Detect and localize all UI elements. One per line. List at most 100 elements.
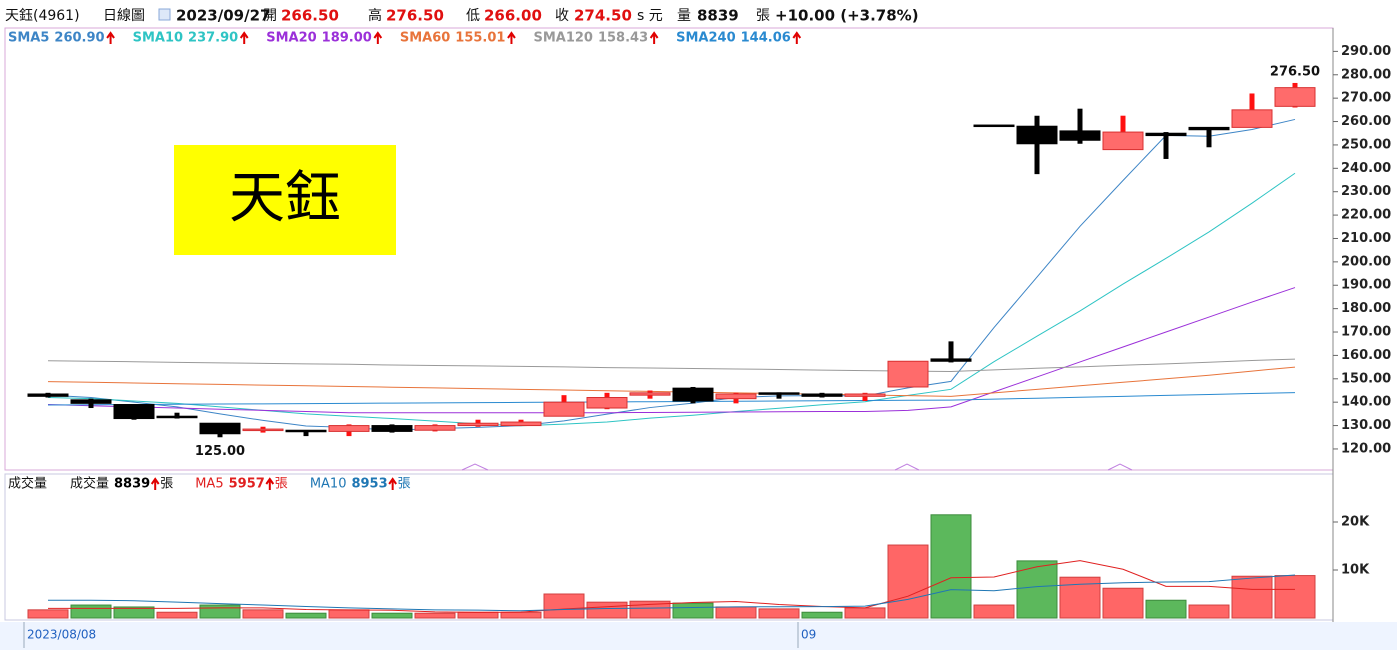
volume-ma-line <box>48 560 1296 613</box>
volume-bar <box>543 593 585 619</box>
legend-value: 260.90 <box>54 31 104 46</box>
y-tick-label: 230.00 <box>1341 184 1391 199</box>
y-tick-label: 250.00 <box>1341 137 1391 152</box>
legend-name: SMA240 <box>676 31 736 46</box>
volume-bar <box>500 611 542 619</box>
candle-body <box>1102 131 1144 151</box>
candle-body <box>887 360 929 388</box>
high-label: 高 <box>368 7 382 24</box>
y-tick-label: 290.00 <box>1341 44 1391 59</box>
volume-bar <box>887 544 929 619</box>
low-value: 266.00 <box>484 7 542 25</box>
volume-bar <box>156 611 198 619</box>
candle-body <box>113 404 155 420</box>
max-label: 276.50 <box>1270 64 1320 79</box>
legend-value: 189.00 <box>322 31 372 46</box>
legend-unit: 張 <box>275 477 288 492</box>
legend-value: 8839 <box>114 477 150 492</box>
open-value: 266.50 <box>281 7 339 25</box>
volume-bar <box>973 604 1015 619</box>
volume-bar <box>113 606 155 619</box>
y-tick-label: 210.00 <box>1341 231 1391 246</box>
volume-value: 8839 <box>697 7 739 25</box>
volume-ma-line <box>48 574 1296 612</box>
candle-body <box>414 425 456 431</box>
y-tick-label: 180.00 <box>1341 301 1391 316</box>
volume-bar <box>801 611 843 619</box>
legend-unit: 張 <box>398 477 411 492</box>
candle-body <box>285 429 327 433</box>
y-tick-label: 240.00 <box>1341 161 1391 176</box>
volume-unit: 張 <box>756 8 770 24</box>
legend-value: 155.01 <box>455 31 505 46</box>
volume-bar <box>672 602 714 619</box>
currency: s 元 <box>637 8 663 24</box>
low-label: 低 <box>466 8 480 24</box>
volume-bar <box>930 514 972 619</box>
sma-line <box>47 358 1296 373</box>
up-arrow <box>150 477 160 490</box>
up-arrow <box>649 31 659 44</box>
volume-bar <box>1274 575 1316 619</box>
up-arrow <box>373 31 383 44</box>
sma-line <box>47 118 1296 431</box>
legend-value: 144.06 <box>741 31 791 46</box>
checkbox[interactable] <box>158 8 171 21</box>
candle-body <box>328 425 370 432</box>
x-tick-label: 09 <box>801 628 816 642</box>
candle-body <box>1188 126 1230 131</box>
legend-name: SMA20 <box>266 31 316 46</box>
period[interactable]: 日線圖 <box>103 8 145 24</box>
up-arrow <box>792 31 802 44</box>
volume-bar <box>715 606 757 619</box>
open-label: 開 <box>263 8 277 24</box>
x-axis-strip <box>0 622 1397 650</box>
legend-name: SMA10 <box>133 31 183 46</box>
candle-body <box>27 393 69 397</box>
candle-body <box>242 428 284 432</box>
volume-bar <box>242 609 284 619</box>
y-tick-label: 160.00 <box>1341 348 1391 363</box>
volume-bar <box>586 601 628 619</box>
y-tick-label: 120.00 <box>1341 441 1391 456</box>
legend-name: SMA120 <box>533 31 593 46</box>
candle-body <box>70 399 112 404</box>
candle-body <box>500 421 542 427</box>
sma-line <box>47 287 1296 414</box>
y-tick-label: 140.00 <box>1341 395 1391 410</box>
candle-body <box>672 387 714 402</box>
volume-bar <box>70 604 112 619</box>
candle-body <box>586 397 628 409</box>
sma-line <box>47 366 1296 397</box>
volume-label: 量 <box>677 8 691 24</box>
legend-value: 8953 <box>351 477 387 492</box>
legend-name: MA5 <box>195 477 223 492</box>
legend-value: 237.90 <box>188 31 238 46</box>
up-arrow <box>388 477 397 490</box>
high-value: 276.50 <box>386 7 444 25</box>
candle-body <box>1274 87 1316 107</box>
legend-unit: 張 <box>160 477 173 492</box>
up-arrow <box>239 31 249 44</box>
y-tick-label: 10K <box>1341 563 1370 578</box>
legend-name: MA10 <box>310 477 347 492</box>
candle-body <box>973 124 1015 128</box>
legend-name: 成交量 <box>70 476 109 492</box>
y-tick-label: 150.00 <box>1341 371 1391 386</box>
volume-title: 成交量 <box>8 476 47 492</box>
candle-body <box>1145 132 1187 137</box>
volume-bar <box>1016 560 1058 619</box>
candle-body <box>1016 125 1058 145</box>
up-arrow <box>507 31 516 44</box>
y-tick-label: 170.00 <box>1341 325 1391 340</box>
candle-body <box>1231 109 1273 128</box>
stock-name: 天鈺(4961) <box>5 7 80 24</box>
sma-line <box>47 392 1296 406</box>
watermark-box <box>174 145 396 255</box>
date: 2023/09/27 <box>176 7 270 25</box>
watermark: 天鈺 <box>229 166 341 231</box>
candle-body <box>758 392 800 395</box>
volume-bar <box>1188 604 1230 619</box>
candle-body <box>457 422 499 427</box>
